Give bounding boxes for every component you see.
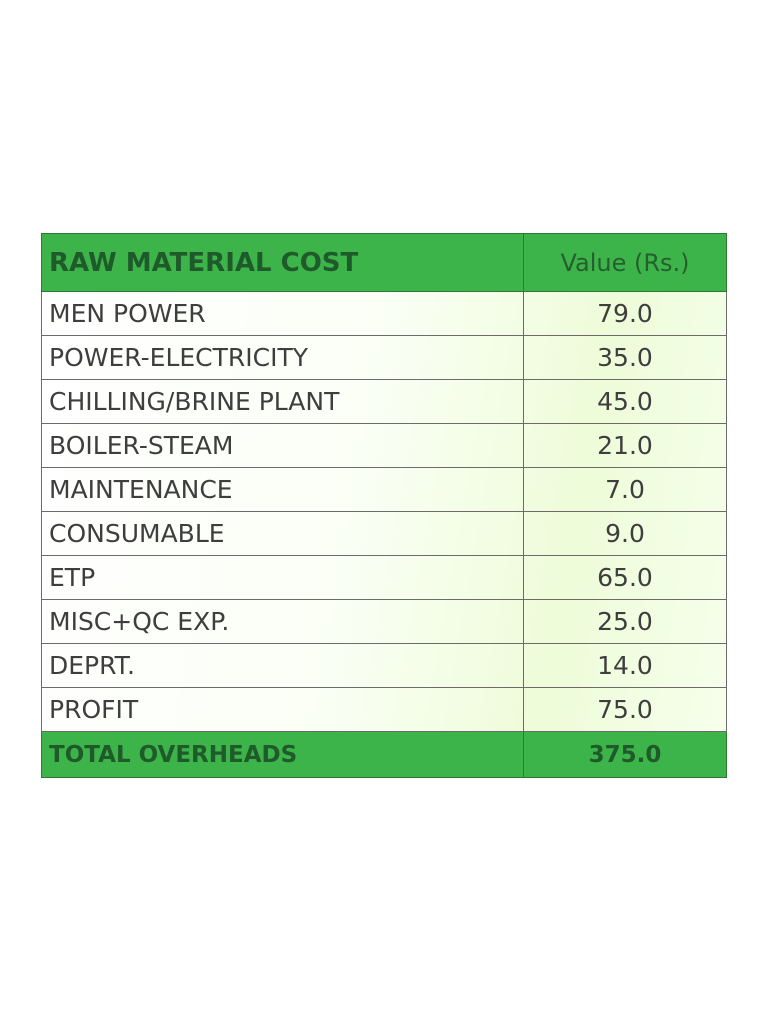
value-cell: 21.0 bbox=[523, 423, 727, 468]
data-row: DEPRT. 14.0 bbox=[41, 643, 727, 688]
header-cell: RAW MATERIAL COST bbox=[41, 233, 524, 292]
label-cell: BOILER-STEAM bbox=[41, 423, 524, 468]
header-row: RAW MATERIAL COST Value (Rs.) bbox=[41, 233, 727, 292]
value-cell: 45.0 bbox=[523, 379, 727, 424]
value-cell: 79.0 bbox=[523, 291, 727, 336]
header-cell: Value (Rs.) bbox=[523, 233, 727, 292]
label-cell: TOTAL OVERHEADS bbox=[41, 731, 524, 778]
data-row: MAINTENANCE 7.0 bbox=[41, 467, 727, 512]
total-row: TOTAL OVERHEADS 375.0 bbox=[41, 731, 727, 778]
value-cell: 375.0 bbox=[523, 731, 727, 778]
value-cell: 65.0 bbox=[523, 555, 727, 600]
data-row: ETP 65.0 bbox=[41, 555, 727, 600]
data-row: BOILER-STEAM 21.0 bbox=[41, 423, 727, 468]
label-cell: MISC+QC EXP. bbox=[41, 599, 524, 644]
data-row: POWER-ELECTRICITY 35.0 bbox=[41, 335, 727, 380]
data-row: CONSUMABLE 9.0 bbox=[41, 511, 727, 556]
value-cell: 9.0 bbox=[523, 511, 727, 556]
value-cell: 75.0 bbox=[523, 687, 727, 732]
label-cell: MAINTENANCE bbox=[41, 467, 524, 512]
table-body: RAW MATERIAL COST Value (Rs.) MEN POWER 7… bbox=[41, 233, 727, 778]
label-cell: CHILLING/BRINE PLANT bbox=[41, 379, 524, 424]
data-row: PROFIT 75.0 bbox=[41, 687, 727, 732]
label-cell: CONSUMABLE bbox=[41, 511, 524, 556]
label-cell: ETP bbox=[41, 555, 524, 600]
data-row: MISC+QC EXP. 25.0 bbox=[41, 599, 727, 644]
value-cell: 14.0 bbox=[523, 643, 727, 688]
value-cell: 25.0 bbox=[523, 599, 727, 644]
value-cell: 35.0 bbox=[523, 335, 727, 380]
label-cell: PROFIT bbox=[41, 687, 524, 732]
label-cell: DEPRT. bbox=[41, 643, 524, 688]
label-cell: POWER-ELECTRICITY bbox=[41, 335, 524, 380]
data-row: MEN POWER 79.0 bbox=[41, 291, 727, 336]
data-row: CHILLING/BRINE PLANT 45.0 bbox=[41, 379, 727, 424]
value-cell: 7.0 bbox=[523, 467, 727, 512]
label-cell: MEN POWER bbox=[41, 291, 524, 336]
cost-table: RAW MATERIAL COST Value (Rs.) MEN POWER 7… bbox=[41, 233, 727, 778]
